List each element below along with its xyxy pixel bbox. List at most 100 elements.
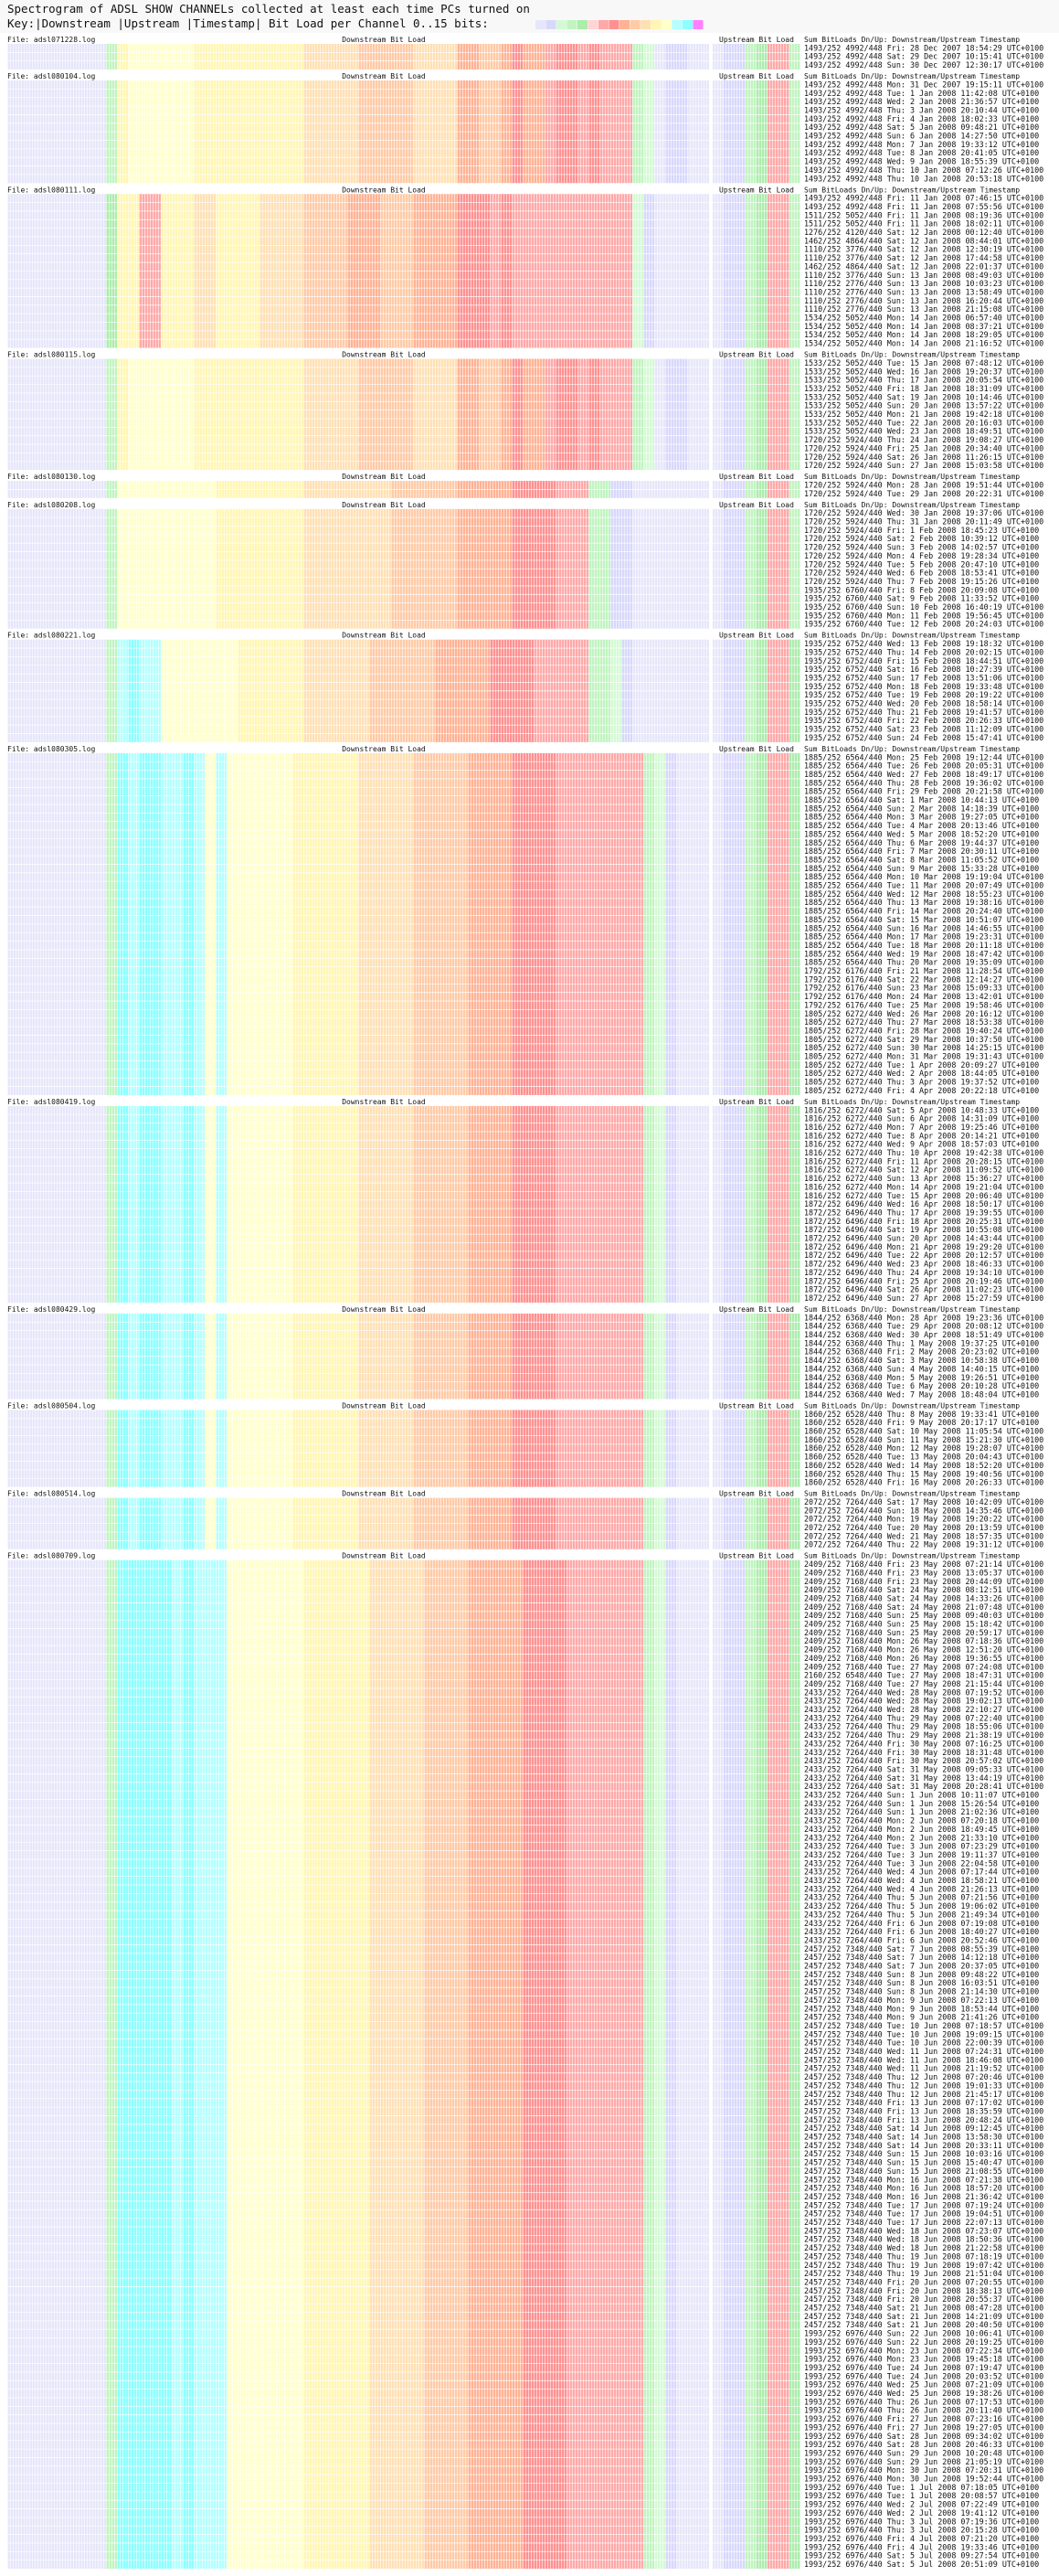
row-text: 1993/252 6976/440 Tue: 1 Jul 2008 07:18:… [804,2483,1039,2492]
row-text: 1816/252 6272/440 Thu: 10 Apr 2008 19:42… [804,1148,1043,1157]
key-swatch [651,20,662,29]
row-text: 2433/252 7264/440 Wed: 4 Jun 2008 18:58:… [804,1876,1039,1885]
key-swatch [535,20,545,29]
row-text: 2409/252 7168/440 Tue: 27 May 2008 21:15… [804,1679,1043,1688]
row-text: 1805/252 6272/440 Fri: 28 Mar 2008 19:40… [804,1026,1043,1035]
row-text: 2409/252 7168/440 Sat: 24 May 2008 08:12… [804,1585,1043,1594]
row-text: 2457/252 7348/440 Sat: 14 Jun 2008 09:12… [804,2124,1043,2133]
row-text: 2457/252 7348/440 Sat: 14 Jun 2008 20:33… [804,2141,1043,2150]
sum-header: Sum BitLoads Dn/Up: Downstream/Upstream … [804,745,1020,753]
row-text: 2457/252 7348/440 Thu: 12 Jun 2008 19:01… [804,2081,1043,2090]
row-text: 1860/252 6528/440 Fri: 9 May 2008 20:17:… [804,1418,1039,1427]
row-text: 1844/252 6368/440 Mon: 28 Apr 2008 19:23… [804,1313,1043,1322]
row-text: 1885/252 6564/440 Wed: 19 Mar 2008 18:47… [804,949,1043,958]
row-text: 1860/252 6528/440 Thu: 15 May 2008 19:40… [804,1469,1043,1478]
row-text: 2433/252 7264/440 Thu: 5 Jun 2008 21:49:… [804,1910,1039,1919]
row-text: 1885/252 6564/440 Tue: 26 Feb 2008 20:05… [804,761,1043,771]
row-text: 1860/252 6528/440 Sat: 10 May 2008 11:05… [804,1427,1043,1436]
row-text: 1511/252 5052/440 Fri: 11 Jan 2008 08:19… [804,210,1043,219]
key-swatch [641,20,651,29]
row-text: 1792/252 6176/440 Sat: 22 Mar 2008 12:14… [804,974,1043,984]
row-text: 2433/252 7264/440 Thu: 29 May 2008 07:22… [804,1713,1043,1722]
row-text: 1805/252 6272/440 Wed: 2 Apr 2008 18:44:… [804,1069,1039,1078]
row-text: 1276/252 4120/440 Sat: 12 Jan 2008 00:12… [804,228,1043,237]
row-text: 1720/252 5924/440 Wed: 6 Feb 2008 18:53:… [804,569,1039,578]
row-text: 2433/252 7264/440 Tue: 3 Jun 2008 19:11:… [804,1850,1039,1859]
key-swatch [662,20,672,29]
row-text: 2433/252 7264/440 Sat: 31 May 2008 13:44… [804,1773,1043,1783]
key-swatch [609,20,620,29]
row-text: 1805/252 6272/440 Thu: 3 Apr 2008 19:37:… [804,1078,1039,1087]
row-text: 2433/252 7264/440 Thu: 29 May 2008 18:55… [804,1722,1043,1731]
row-text: 2433/252 7264/440 Mon: 2 Jun 2008 07:20:… [804,1816,1039,1826]
key-swatch [693,20,704,29]
row-text: 2433/252 7264/440 Fri: 30 May 2008 20:57… [804,1756,1043,1765]
row-text: 1816/252 6272/440 Sun: 13 Apr 2008 15:36… [804,1174,1043,1183]
row-text: 1872/252 6496/440 Thu: 24 Apr 2008 19:34… [804,1268,1043,1277]
key-swatch [620,20,630,29]
row-text: 1860/252 6528/440 Fri: 16 May 2008 20:26… [804,1478,1043,1487]
row-text: 1993/252 6976/440 Fri: 4 Jul 2008 19:33:… [804,2542,1039,2551]
key-swatch [545,20,556,29]
row-text: 2457/252 7348/440 Sat: 21 Jun 2008 08:47… [804,2304,1043,2313]
row-text: 2433/252 7264/440 Fri: 6 Jun 2008 20:52:… [804,1935,1039,1944]
row-text: 1935/252 6752/440 Sat: 16 Feb 2008 10:27… [804,665,1043,674]
row-text: 1720/252 5924/440 Tue: 29 Jan 2008 20:22… [804,489,1043,498]
row-text: 2072/252 7264/440 Mon: 19 May 2008 19:20… [804,1515,1043,1524]
row-text: 1993/252 6976/440 Sun: 29 Jun 2008 21:05… [804,2457,1043,2466]
row-text: 2409/252 7168/440 Tue: 27 May 2008 07:24… [804,1662,1043,1671]
row-text: 1816/252 6272/440 Wed: 9 Apr 2008 18:57:… [804,1140,1039,1149]
row-text: 1533/252 5052/440 Mon: 21 Jan 2008 19:42… [804,410,1043,419]
row-text: 1993/252 6976/440 Wed: 25 Jun 2008 07:21… [804,2380,1043,2390]
row-text: 1493/252 4992/448 Mon: 31 Dec 2007 19:15… [804,80,1043,89]
row-text: 2072/252 7264/440 Sun: 18 May 2008 14:35… [804,1506,1043,1515]
row-text: 2457/252 7348/440 Thu: 12 Jun 2008 21:45… [804,2090,1043,2099]
title-band [0,0,1059,33]
downstream-label: Downstream Bit Load [342,1552,426,1560]
downstream-label: Downstream Bit Load [342,186,426,194]
sum-header: Sum BitLoads Dn/Up: Downstream/Upstream … [804,501,1020,509]
row-text: 1885/252 6564/440 Sun: 9 Mar 2008 15:33:… [804,864,1039,873]
row-text: 1805/252 6272/440 Tue: 1 Apr 2008 20:09:… [804,1060,1039,1070]
row-text: 1885/252 6564/440 Wed: 27 Feb 2008 18:49… [804,770,1043,779]
row-text: 2457/252 7348/440 Sat: 21 Jun 2008 20:40… [804,2320,1043,2329]
row-text: 1493/252 4992/448 Sat: 29 Dec 2007 10:15… [804,52,1043,61]
key-text: Key:|Downstream |Upstream |Timestamp| Bi… [7,16,489,30]
sum-header: Sum BitLoads Dn/Up: Downstream/Upstream … [804,72,1020,80]
row-text: 1872/252 6496/440 Sat: 19 Apr 2008 10:55… [804,1225,1043,1234]
row-text: 2457/252 7348/440 Sun: 8 Jun 2008 21:14:… [804,1987,1039,1996]
file-label: File: adsl080419.log [7,1098,96,1106]
row-text: 1720/252 5924/440 Wed: 30 Jan 2008 19:37… [804,508,1043,517]
upstream-label: Upstream Bit Load [719,632,794,640]
row-text: 1816/252 6272/440 Tue: 8 Apr 2008 20:14:… [804,1131,1039,1140]
row-text: 1534/252 5052/440 Mon: 14 Jan 2008 21:16… [804,339,1043,348]
row-text: 1534/252 5052/440 Mon: 14 Jan 2008 08:37… [804,322,1043,331]
upstream-label: Upstream Bit Load [719,473,794,481]
file-label: File: adsl080709.log [7,1552,96,1560]
row-text: 1493/252 4992/448 Tue: 1 Jan 2008 11:42:… [804,89,1039,98]
row-text: 1805/252 6272/440 Sun: 30 Mar 2008 14:25… [804,1043,1043,1052]
row-text: 2409/252 7168/440 Mon: 26 May 2008 07:18… [804,1636,1043,1645]
row-text: 1844/252 6368/440 Mon: 5 May 2008 19:26:… [804,1373,1039,1382]
upstream-label: Upstream Bit Load [719,1305,794,1314]
row-text: 1993/252 6976/440 Sat: 5 Jul 2008 20:51:… [804,2560,1039,2569]
sum-header: Sum BitLoads Dn/Up: Downstream/Upstream … [804,632,1020,640]
row-text: 1720/252 5924/440 Fri: 1 Feb 2008 18:45:… [804,526,1039,535]
upstream-label: Upstream Bit Load [719,745,794,753]
row-text: 1993/252 6976/440 Sat: 28 Jun 2008 09:34… [804,2432,1043,2441]
row-text: 1720/252 5924/440 Tue: 5 Feb 2008 20:47:… [804,559,1039,569]
row-text: 1110/252 3776/440 Sat: 12 Jan 2008 12:30… [804,245,1043,254]
file-label: File: adsl080115.log [7,351,96,359]
row-text: 1110/252 2776/440 Sun: 13 Jan 2008 10:03… [804,279,1043,288]
row-text: 1720/252 5924/440 Mon: 4 Feb 2008 19:28:… [804,551,1039,560]
key-swatch [556,20,567,29]
row-text: 2457/252 7348/440 Sat: 21 Jun 2008 14:21… [804,2312,1043,2321]
row-text: 1935/252 6752/440 Fri: 15 Feb 2008 18:44… [804,656,1043,665]
row-text: 1993/252 6976/440 Fri: 4 Jul 2008 07:21:… [804,2534,1039,2543]
row-text: 1935/252 6760/440 Sun: 10 Feb 2008 16:40… [804,602,1043,612]
row-text: 2433/252 7264/440 Mon: 2 Jun 2008 21:33:… [804,1833,1039,1842]
row-text: 1872/252 6496/440 Wed: 23 Apr 2008 18:46… [804,1260,1043,1269]
row-text: 1110/252 3776/440 Sat: 12 Jan 2008 17:44… [804,253,1043,262]
upstream-label: Upstream Bit Load [719,186,794,194]
row-text: 1511/252 5052/440 Fri: 11 Jan 2008 18:02… [804,219,1043,229]
